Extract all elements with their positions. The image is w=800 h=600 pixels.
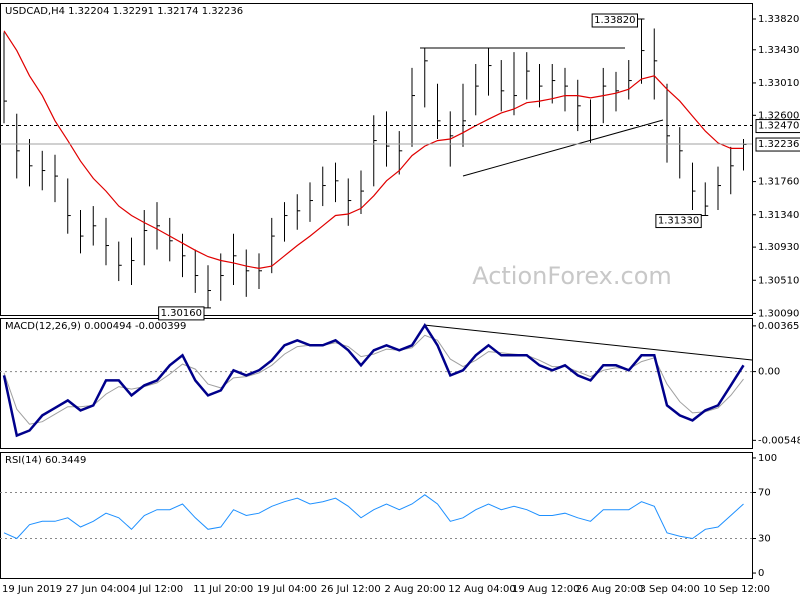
x-tick-label: 4 Jul 12:00 <box>130 584 184 595</box>
y-tick-label: -0.005489 <box>758 435 800 446</box>
x-tick-label: 19 Jun 2019 <box>2 584 62 595</box>
level-label-box <box>755 119 800 134</box>
y-tick-label: 1.33820 <box>758 14 799 25</box>
support-trendline <box>462 119 664 177</box>
macd-line <box>2 322 745 438</box>
x-tick-label: 10 Sep 12:00 <box>703 584 770 595</box>
y-tick-label: 30 <box>758 534 771 545</box>
x-tick-label: 11 Jul 20:00 <box>193 584 253 595</box>
y-tick-label: 70 <box>758 487 771 498</box>
x-tick-label: 3 Sep 04:00 <box>640 584 700 595</box>
annotation-label: 1.30160 <box>161 308 202 319</box>
macd-trendline <box>423 324 753 361</box>
x-tick-label: 19 Aug 12:00 <box>512 584 579 595</box>
x-tick-label: 26 Jul 12:00 <box>321 584 381 595</box>
last-price-label-box <box>755 137 800 152</box>
watermark: ActionForex.com <box>472 262 672 290</box>
y-tick-label: 1.31340 <box>758 210 799 221</box>
panel-title: RSI(14) 60.3449 <box>5 455 86 466</box>
panel-title: MACD(12,26,9) 0.000494 -0.000399 <box>5 321 186 332</box>
macd-panel-frame <box>0 318 753 449</box>
annotation-label-box <box>158 306 205 321</box>
y-tick-label: 0.003651 <box>758 321 800 332</box>
annotation-label: 1.33820 <box>594 15 635 26</box>
rsi-panel-frame <box>0 452 753 579</box>
moving-average <box>3 30 744 270</box>
last-price-label: 1.32236 <box>758 139 799 150</box>
x-tick-label: 12 Aug 04:00 <box>448 584 515 595</box>
annotation-label-box <box>591 13 638 28</box>
y-tick-label: 1.33010 <box>758 78 799 89</box>
rsi-line <box>3 494 744 540</box>
annotation-label-box <box>655 214 702 229</box>
y-tick-label: 1.30510 <box>758 275 799 286</box>
y-tick-label: 1.30930 <box>758 242 799 253</box>
y-tick-label: 0.00 <box>758 367 780 378</box>
price-panel-frame <box>0 3 753 316</box>
y-tick-label: 1.31760 <box>758 177 799 188</box>
annotation-label: 1.31330 <box>658 216 699 227</box>
x-tick-label: 19 Jul 04:00 <box>257 584 317 595</box>
x-tick-label: 2 Aug 20:00 <box>385 584 446 595</box>
panel-title: USDCAD,H4 1.32204 1.32291 1.32174 1.3223… <box>5 6 243 17</box>
y-tick-label: 1.30090 <box>758 308 799 319</box>
y-tick-label: 100 <box>758 453 777 464</box>
x-tick-label: 27 Jun 04:00 <box>66 584 130 595</box>
y-tick-label: 1.33430 <box>758 45 799 56</box>
y-tick-label: 0 <box>758 568 764 579</box>
x-tick-label: 26 Aug 20:00 <box>576 584 643 595</box>
y-tick-label: 1.32600 <box>758 110 799 121</box>
level-label: 1.32470 <box>758 121 799 132</box>
